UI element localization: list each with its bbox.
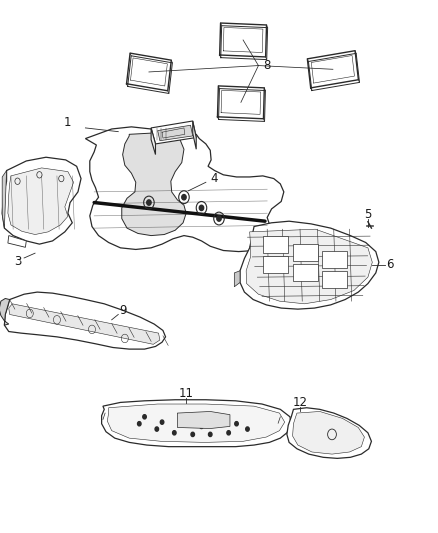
Polygon shape: [102, 400, 291, 447]
Bar: [322, 251, 347, 268]
Bar: [263, 236, 288, 253]
Bar: [322, 271, 347, 288]
Polygon shape: [2, 157, 81, 244]
Circle shape: [235, 422, 238, 426]
Polygon shape: [293, 411, 364, 454]
Polygon shape: [240, 221, 379, 309]
Circle shape: [155, 427, 159, 431]
Circle shape: [143, 415, 146, 419]
Circle shape: [227, 431, 230, 435]
Bar: [293, 244, 318, 261]
Polygon shape: [4, 292, 166, 349]
Polygon shape: [107, 404, 285, 442]
Polygon shape: [158, 125, 193, 141]
Polygon shape: [0, 298, 10, 325]
Polygon shape: [2, 171, 7, 228]
Polygon shape: [218, 86, 264, 119]
Text: 8: 8: [264, 59, 271, 72]
Polygon shape: [9, 304, 160, 344]
Text: 6: 6: [386, 259, 394, 271]
Circle shape: [173, 431, 176, 435]
Polygon shape: [219, 23, 267, 57]
Polygon shape: [234, 271, 240, 287]
Polygon shape: [8, 236, 26, 247]
Circle shape: [191, 432, 194, 437]
Bar: [263, 256, 288, 273]
Polygon shape: [151, 121, 196, 144]
Polygon shape: [307, 51, 358, 88]
Circle shape: [182, 195, 186, 200]
Circle shape: [246, 427, 249, 431]
Polygon shape: [122, 132, 186, 236]
Polygon shape: [177, 411, 230, 429]
Text: 11: 11: [179, 387, 194, 400]
Circle shape: [138, 422, 141, 426]
Circle shape: [160, 420, 164, 424]
Text: 3: 3: [14, 255, 21, 268]
Text: 12: 12: [293, 396, 307, 409]
Polygon shape: [151, 128, 155, 155]
Polygon shape: [127, 53, 171, 91]
Circle shape: [200, 424, 203, 429]
Text: 9: 9: [119, 304, 127, 317]
Circle shape: [199, 205, 204, 211]
Circle shape: [147, 200, 151, 205]
Polygon shape: [8, 168, 74, 235]
Circle shape: [217, 216, 221, 221]
Polygon shape: [85, 127, 284, 252]
Polygon shape: [193, 121, 196, 149]
Text: 4: 4: [211, 172, 219, 185]
Circle shape: [208, 432, 212, 437]
Polygon shape: [246, 229, 372, 304]
Text: 1: 1: [64, 116, 72, 129]
Polygon shape: [287, 408, 371, 458]
Bar: [293, 264, 318, 281]
Text: 5: 5: [364, 208, 371, 221]
